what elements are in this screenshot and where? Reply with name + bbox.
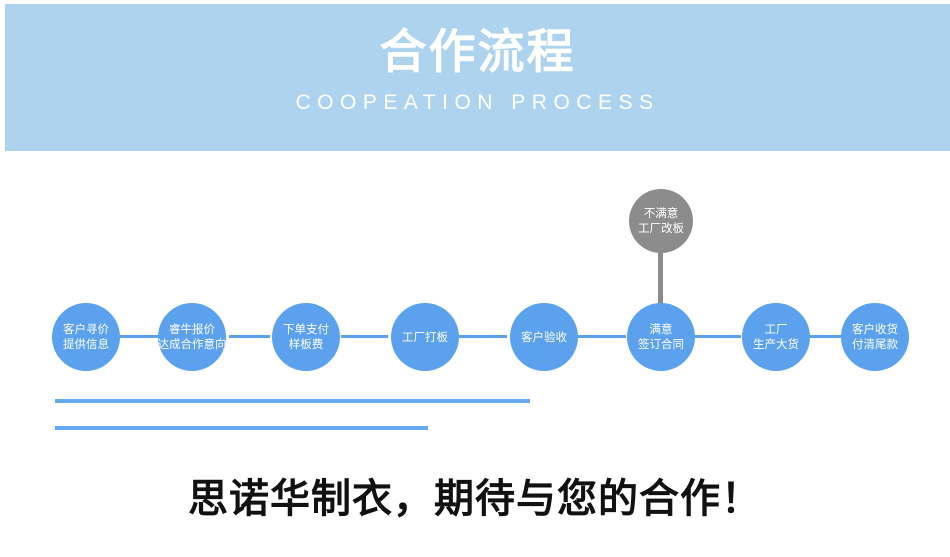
decorative-rule-top (55, 399, 530, 403)
flow-node-step-3-line1: 下单支付 (283, 322, 329, 336)
connector-6-7 (695, 335, 741, 338)
flow-node-branch-line1: 不满意 (643, 206, 679, 220)
connector-7-8 (810, 335, 841, 338)
flow-node-step-8-line1: 客户收货 (852, 322, 898, 336)
flow-node-branch-line2: 工厂改板 (638, 221, 684, 235)
flow-node-step-3-line2: 样板费 (288, 337, 324, 351)
flow-node-step-1[interactable]: 客户寻价 提供信息 (52, 303, 120, 371)
flow-node-step-1-line2: 提供信息 (63, 337, 109, 351)
flow-node-step-4-line1: 工厂打板 (402, 329, 448, 344)
connector-branch-vertical (658, 253, 663, 305)
flow-node-step-1-line1: 客户寻价 (63, 322, 109, 336)
flow-node-step-7[interactable]: 工厂 生产大货 (742, 303, 810, 371)
connector-5-6 (578, 335, 626, 338)
process-flow-diagram: 不满意 工厂改板 客户寻价 提供信息 睿牛报价 达成合作意向 下单支付 样板费 … (0, 151, 950, 451)
footer-slogan: 思诺华制衣，期待与您的合作！ (188, 475, 762, 522)
page-title: 合作流程 (379, 25, 576, 80)
connector-3-4 (341, 335, 388, 338)
connector-1-2 (120, 335, 159, 338)
flow-node-branch-rework[interactable]: 不满意 工厂改板 (629, 189, 693, 253)
decorative-rule-bottom (55, 426, 428, 430)
flow-node-step-2-line2: 达成合作意向 (157, 337, 227, 351)
flow-node-step-7-line1: 工厂 (764, 322, 788, 336)
flow-node-step-8-line2: 付清尾款 (852, 337, 898, 351)
flow-node-step-6[interactable]: 满意 签订合同 (627, 303, 695, 371)
flow-node-step-2[interactable]: 睿牛报价 达成合作意向 (157, 303, 227, 371)
flow-node-step-2-line1: 睿牛报价 (169, 322, 215, 336)
page-subtitle: COOPEATION PROCESS (295, 91, 660, 114)
flow-node-step-7-line2: 生产大货 (753, 337, 799, 351)
header-band: 合作流程 COOPEATION PROCESS (5, 4, 950, 151)
flow-node-step-6-line2: 签订合同 (638, 337, 684, 351)
flow-node-step-8[interactable]: 客户收货 付清尾款 (841, 303, 909, 371)
connector-4-5 (459, 335, 507, 338)
flow-node-step-5[interactable]: 客户验收 (510, 303, 578, 371)
connector-2-3 (229, 335, 270, 338)
flow-node-step-3[interactable]: 下单支付 样板费 (272, 303, 340, 371)
flow-node-step-5-line1: 客户验收 (521, 329, 567, 344)
flow-node-step-4[interactable]: 工厂打板 (391, 303, 459, 371)
flow-node-step-6-line1: 满意 (649, 322, 673, 336)
